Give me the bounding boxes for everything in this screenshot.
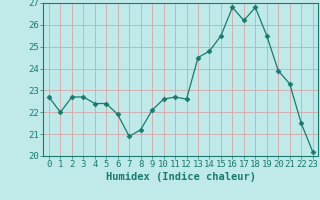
X-axis label: Humidex (Indice chaleur): Humidex (Indice chaleur) — [106, 172, 256, 182]
